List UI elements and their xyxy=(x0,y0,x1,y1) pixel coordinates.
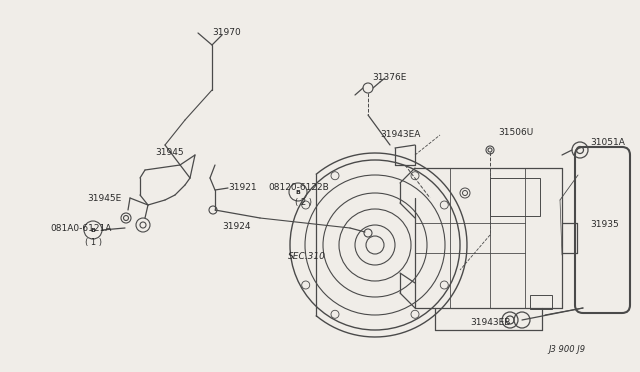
Text: 31935: 31935 xyxy=(590,220,619,229)
Text: SEC.310: SEC.310 xyxy=(288,252,326,261)
Text: 31945: 31945 xyxy=(155,148,184,157)
Text: ( 1 ): ( 1 ) xyxy=(85,238,102,247)
Text: 31943EA: 31943EA xyxy=(380,130,420,139)
Text: J3 900 J9: J3 900 J9 xyxy=(548,345,585,354)
Text: 31921: 31921 xyxy=(228,183,257,192)
Text: 31506U: 31506U xyxy=(498,128,533,137)
Text: 31051A: 31051A xyxy=(590,138,625,147)
Text: B: B xyxy=(296,189,300,195)
Text: 31945E: 31945E xyxy=(87,194,121,203)
Bar xyxy=(490,178,540,216)
Text: 31376E: 31376E xyxy=(372,73,406,82)
Text: ( 2 ): ( 2 ) xyxy=(295,198,312,207)
Text: 08120-6122B: 08120-6122B xyxy=(268,183,329,192)
Text: 31943EB: 31943EB xyxy=(470,318,510,327)
Text: B: B xyxy=(91,228,95,232)
Bar xyxy=(530,295,552,309)
Text: 31924: 31924 xyxy=(222,222,250,231)
Text: 31970: 31970 xyxy=(212,28,241,37)
Text: 081A0-6121A: 081A0-6121A xyxy=(50,224,111,233)
